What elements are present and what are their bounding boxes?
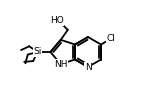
- Text: Si: Si: [33, 48, 42, 56]
- Text: NH: NH: [54, 60, 68, 69]
- Text: N: N: [85, 62, 91, 72]
- Text: HO: HO: [50, 16, 64, 25]
- Text: Cl: Cl: [107, 34, 116, 43]
